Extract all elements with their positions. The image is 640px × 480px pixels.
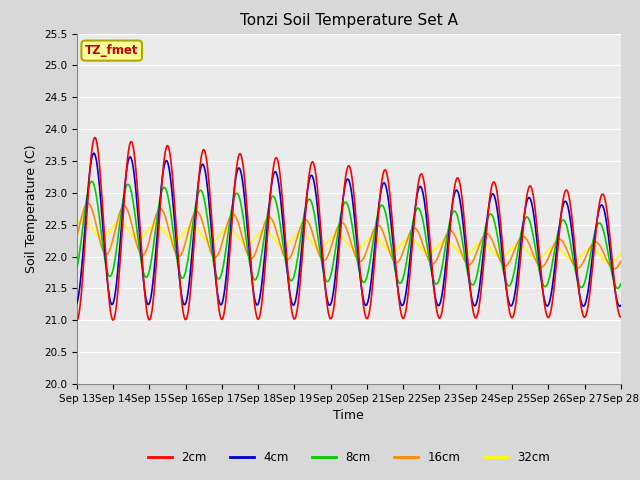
8cm xyxy=(617,281,625,287)
16cm xyxy=(617,258,625,264)
8cm xyxy=(505,283,513,288)
2cm xyxy=(91,135,99,141)
8cm xyxy=(553,237,561,242)
32cm xyxy=(617,251,625,257)
32cm xyxy=(505,249,513,255)
2cm xyxy=(553,259,561,265)
Line: 4cm: 4cm xyxy=(77,153,621,306)
4cm xyxy=(505,298,513,304)
4cm xyxy=(195,181,202,187)
32cm xyxy=(434,243,442,249)
4cm xyxy=(73,300,81,306)
4cm xyxy=(434,302,442,308)
Line: 2cm: 2cm xyxy=(77,138,621,320)
4cm xyxy=(181,302,189,308)
16cm xyxy=(195,209,202,215)
4cm xyxy=(553,248,561,254)
Text: TZ_fmet: TZ_fmet xyxy=(85,44,138,57)
2cm xyxy=(195,183,202,189)
Line: 8cm: 8cm xyxy=(77,181,621,288)
32cm xyxy=(195,228,202,233)
2cm xyxy=(73,317,81,323)
16cm xyxy=(84,201,92,206)
4cm xyxy=(90,150,98,156)
8cm xyxy=(181,271,189,277)
2cm xyxy=(617,314,625,320)
32cm xyxy=(605,260,613,265)
16cm xyxy=(73,234,81,240)
Title: Tonzi Soil Temperature Set A: Tonzi Soil Temperature Set A xyxy=(240,13,458,28)
2cm xyxy=(255,315,263,321)
8cm xyxy=(73,266,81,272)
8cm xyxy=(88,179,95,184)
8cm xyxy=(614,286,621,291)
32cm xyxy=(73,222,81,228)
X-axis label: Time: Time xyxy=(333,409,364,422)
8cm xyxy=(255,267,263,273)
4cm xyxy=(616,303,623,309)
2cm xyxy=(434,311,442,317)
Y-axis label: Soil Temperature (C): Soil Temperature (C) xyxy=(25,144,38,273)
4cm xyxy=(617,302,625,308)
Line: 32cm: 32cm xyxy=(77,220,621,263)
32cm xyxy=(255,230,263,236)
32cm xyxy=(181,228,189,234)
Line: 16cm: 16cm xyxy=(77,204,621,269)
2cm xyxy=(181,316,189,322)
32cm xyxy=(553,244,561,250)
32cm xyxy=(79,217,87,223)
16cm xyxy=(505,261,513,266)
16cm xyxy=(181,241,189,247)
16cm xyxy=(553,238,561,244)
16cm xyxy=(255,239,263,245)
2cm xyxy=(505,303,513,309)
16cm xyxy=(610,266,618,272)
8cm xyxy=(434,280,442,286)
Legend: 2cm, 4cm, 8cm, 16cm, 32cm: 2cm, 4cm, 8cm, 16cm, 32cm xyxy=(143,446,554,468)
16cm xyxy=(434,255,442,261)
8cm xyxy=(195,191,202,197)
4cm xyxy=(255,299,263,304)
